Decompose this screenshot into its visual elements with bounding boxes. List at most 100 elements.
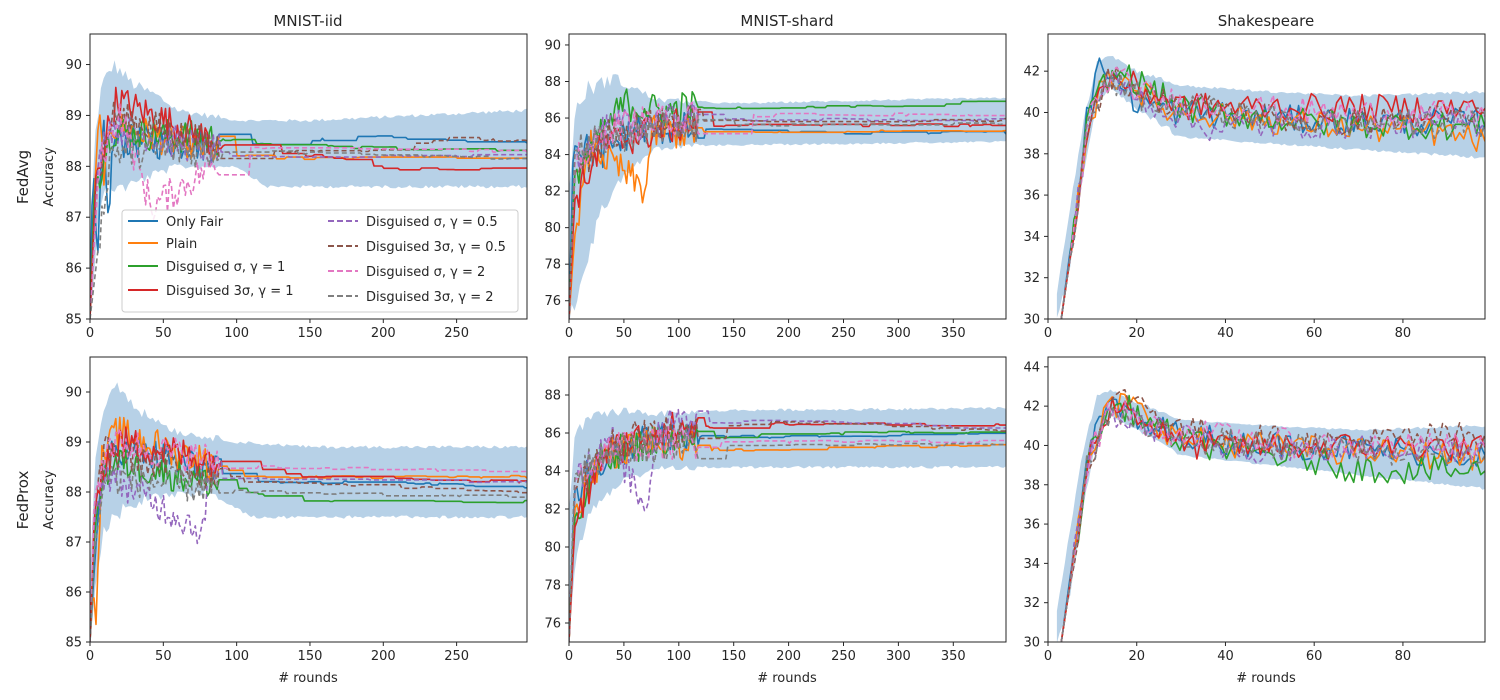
axes-frame	[89, 33, 528, 320]
series-line	[90, 461, 527, 642]
y-tick-label: 90	[65, 386, 82, 401]
y-tick-label: 30	[1023, 313, 1040, 328]
x-tick-label: 40	[1217, 326, 1234, 341]
series-line	[569, 424, 1006, 642]
y-tick-label: 40	[1023, 106, 1040, 121]
x-tick-label: 50	[155, 326, 172, 341]
y-tick-label: 42	[1023, 65, 1040, 80]
y-tick-label: 84	[544, 148, 561, 163]
x-tick-label: 300	[886, 326, 911, 341]
x-tick-label: 20	[1128, 326, 1145, 341]
series-line	[569, 101, 1006, 319]
x-tick-label: 60	[1306, 649, 1323, 664]
legend-label: Disguised 3σ, γ = 0.5	[366, 240, 506, 255]
axes-frame	[1047, 33, 1486, 320]
x-tick-label: 20	[1128, 649, 1145, 664]
chart-panel: 0 50 100 150 200 250 85 86 87 88 89 90	[65, 356, 528, 664]
x-tick-label: 150	[721, 649, 746, 664]
x-tick-label: 0	[565, 326, 573, 341]
y-tick-label: 86	[65, 586, 82, 601]
confidence-band	[90, 60, 527, 318]
y-tick-label: 90	[65, 58, 82, 73]
x-tick-label: 150	[721, 326, 746, 341]
x-tick-label: 40	[1217, 649, 1234, 664]
confidence-band	[1056, 389, 1485, 642]
plot-area	[1056, 56, 1485, 319]
column-title: MNIST-shard	[740, 12, 833, 30]
y-tick-label: 88	[544, 75, 561, 90]
y-tick-label: 88	[544, 389, 561, 404]
y-axis-label: Accuracy	[42, 147, 57, 207]
series-line	[1060, 70, 1485, 319]
y-tick-label: 89	[65, 109, 82, 124]
series-line	[90, 112, 527, 319]
legend-label: Disguised σ, γ = 1	[166, 260, 285, 275]
x-tick-label: 150	[298, 326, 323, 341]
legend-entry: Disguised 3σ, γ = 2	[328, 290, 494, 305]
y-tick-label: 78	[544, 258, 561, 273]
y-tick-label: 88	[65, 486, 82, 501]
series-line	[569, 88, 1006, 319]
x-tick-label: 250	[444, 649, 469, 664]
x-axis-label: # rounds	[1236, 671, 1296, 686]
legend-label: Only Fair	[166, 215, 224, 230]
series-line	[569, 108, 1006, 319]
series-line	[90, 103, 527, 319]
chart-panel: 0 50 100 150 200 250 85 86 87 88 89 90	[65, 33, 528, 341]
y-tick-label: 80	[544, 541, 561, 556]
series-line	[90, 447, 527, 642]
series-line	[1060, 407, 1485, 642]
legend-entry: Plain	[128, 237, 197, 252]
y-tick-label: 34	[1023, 230, 1040, 245]
plot-area	[569, 74, 1006, 319]
y-tick-label: 85	[65, 313, 82, 328]
y-tick-label: 86	[544, 427, 561, 442]
x-tick-label: 0	[1044, 326, 1052, 341]
x-tick-label: 100	[224, 326, 249, 341]
x-tick-label: 200	[776, 649, 801, 664]
legend-entry: Only Fair	[128, 215, 224, 230]
x-tick-label: 200	[371, 649, 396, 664]
x-tick-label: 0	[1044, 649, 1052, 664]
confidence-band	[569, 406, 1006, 635]
y-tick-label: 30	[1023, 636, 1040, 651]
plot-area	[90, 382, 527, 642]
y-tick-label: 36	[1023, 518, 1040, 533]
y-tick-label: 78	[544, 579, 561, 594]
legend-frame	[121, 209, 519, 313]
x-tick-label: 200	[776, 326, 801, 341]
series-line	[90, 427, 527, 642]
series-line	[1060, 397, 1485, 642]
x-tick-label: 250	[831, 326, 856, 341]
x-tick-label: 80	[1395, 649, 1412, 664]
column-title: MNIST-iid	[273, 12, 342, 30]
x-axis-label: # rounds	[278, 671, 338, 686]
series-line	[569, 105, 1006, 319]
x-tick-label: 100	[224, 649, 249, 664]
y-tick-label: 76	[544, 617, 561, 632]
y-tick-label: 88	[65, 160, 82, 175]
axes-frame	[568, 33, 1007, 320]
legend-entry: Disguised 3σ, γ = 0.5	[328, 240, 506, 255]
confidence-band	[1056, 56, 1485, 318]
legend-entry: Disguised σ, γ = 1	[128, 260, 285, 275]
y-tick-label: 82	[544, 503, 561, 518]
x-tick-label: 50	[155, 649, 172, 664]
legend-label: Disguised σ, γ = 2	[366, 265, 485, 280]
y-tick-label: 89	[65, 436, 82, 451]
x-tick-label: 200	[371, 326, 396, 341]
plot-area	[90, 60, 527, 319]
y-tick-label: 76	[544, 294, 561, 309]
series-line	[90, 134, 527, 319]
y-tick-label: 40	[1023, 439, 1040, 454]
x-tick-label: 0	[565, 649, 573, 664]
x-tick-label: 100	[666, 326, 691, 341]
series-line	[1060, 407, 1485, 642]
y-axis-label: Accuracy	[42, 470, 57, 530]
legend-label: Disguised 3σ, γ = 1	[166, 284, 294, 299]
series-line	[569, 408, 1006, 642]
plot-area	[569, 406, 1006, 642]
y-tick-label: 34	[1023, 557, 1040, 572]
x-axis-label: # rounds	[757, 671, 817, 686]
